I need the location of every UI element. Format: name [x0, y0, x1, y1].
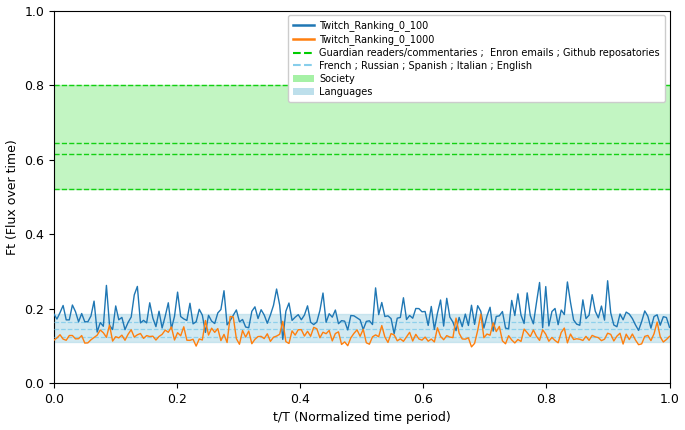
Bar: [54, 314, 669, 342]
Legend: Twitch_Ranking_0_100, Twitch_Ranking_0_1000, Guardian readers/commentaries ;  En: Twitch_Ranking_0_100, Twitch_Ranking_0_1…: [288, 15, 664, 101]
X-axis label: t/T (Normalized time period): t/T (Normalized time period): [273, 412, 451, 424]
Bar: [54, 85, 669, 189]
Y-axis label: Ft (Flux over time): Ft (Flux over time): [5, 139, 18, 255]
